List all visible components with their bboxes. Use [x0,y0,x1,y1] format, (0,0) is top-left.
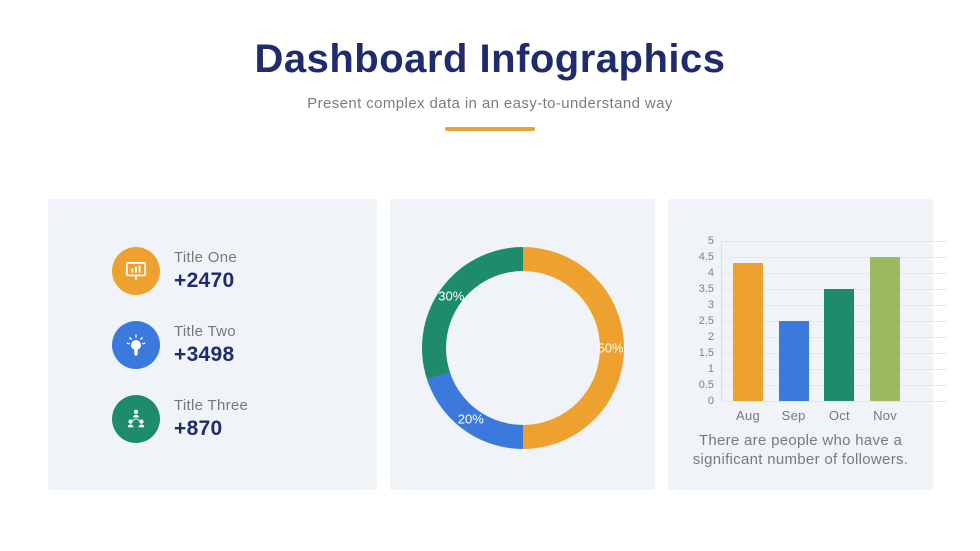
stat-text: Title Three +870 [174,397,248,441]
presentation-chart-icon [112,246,160,295]
y-tick-label: 0.5 [698,379,714,391]
y-tick-label: 2.5 [698,315,714,327]
y-tick-label: 0 [707,395,714,407]
donut-slice-label: 50% [597,340,624,356]
panels-row: Title One +2470 [48,199,946,490]
org-chart-icon [112,394,160,443]
bar-aug [733,263,763,401]
stat-value: +870 [174,416,223,440]
donut-chart-panel: 50% 20% 30% [390,199,655,490]
stat-value: +2470 [174,268,235,292]
bar-sep [778,321,809,401]
stat-row-one: Title One +2470 [112,246,377,295]
stat-row-three: Title Three +870 [112,394,377,443]
donut-slice-label: 30% [438,288,465,304]
x-tick-label: Oct [828,408,850,423]
stat-value: +3498 [174,342,235,366]
x-tick-label: Nov [873,408,898,423]
bar-chart: 0 0.5 1 1.5 2 2.5 3 3.5 4 4.5 5 Aug Sep Oct Nov [699,235,946,423]
chart-caption: There are people who have a significant … [692,432,909,468]
x-tick-label: Aug [735,408,761,423]
y-tick-label: 3.5 [698,283,714,295]
x-tick-label: Sep [781,408,806,423]
gridline [721,400,946,402]
y-tick-label: 5 [707,235,714,247]
stat-row-two: Title Two +3498 [112,320,377,369]
y-tick-label: 4 [707,267,714,279]
slide-header: Dashboard Infographics Present complex d… [0,0,980,131]
bar-nov [870,257,901,401]
stat-label: Title Two [174,322,236,340]
page-title: Dashboard Infographics [254,37,726,81]
lightbulb-icon [112,320,160,369]
y-tick-label: 1 [707,363,714,375]
gridline [721,272,946,274]
donut-slice-label: 20% [457,411,484,427]
y-tick-label: 1.5 [698,347,714,359]
gridline [721,256,946,258]
y-tick-label: 4.5 [698,251,714,263]
donut-chart: 50% 20% 30% [421,247,624,449]
bar-chart-panel: 0 0.5 1 1.5 2 2.5 3 3.5 4 4.5 5 Aug Sep Oct Nov There … [668,199,946,490]
infographic-slide: Dashboard Infographics Present complex d… [0,0,980,490]
gridline [721,240,946,242]
stat-label: Title Three [174,396,249,414]
stat-text: Title One +2470 [174,249,237,293]
accent-divider [445,127,535,131]
stat-text: Title Two +3498 [174,323,236,367]
bar-oct [824,289,855,401]
stat-label: Title One [174,248,238,266]
y-axis-line [721,241,722,401]
y-tick-label: 3 [707,299,714,311]
y-tick-label: 2 [707,331,714,343]
page-subtitle: Present complex data in an easy-to-under… [307,95,673,112]
stats-panel: Title One +2470 [48,199,377,490]
